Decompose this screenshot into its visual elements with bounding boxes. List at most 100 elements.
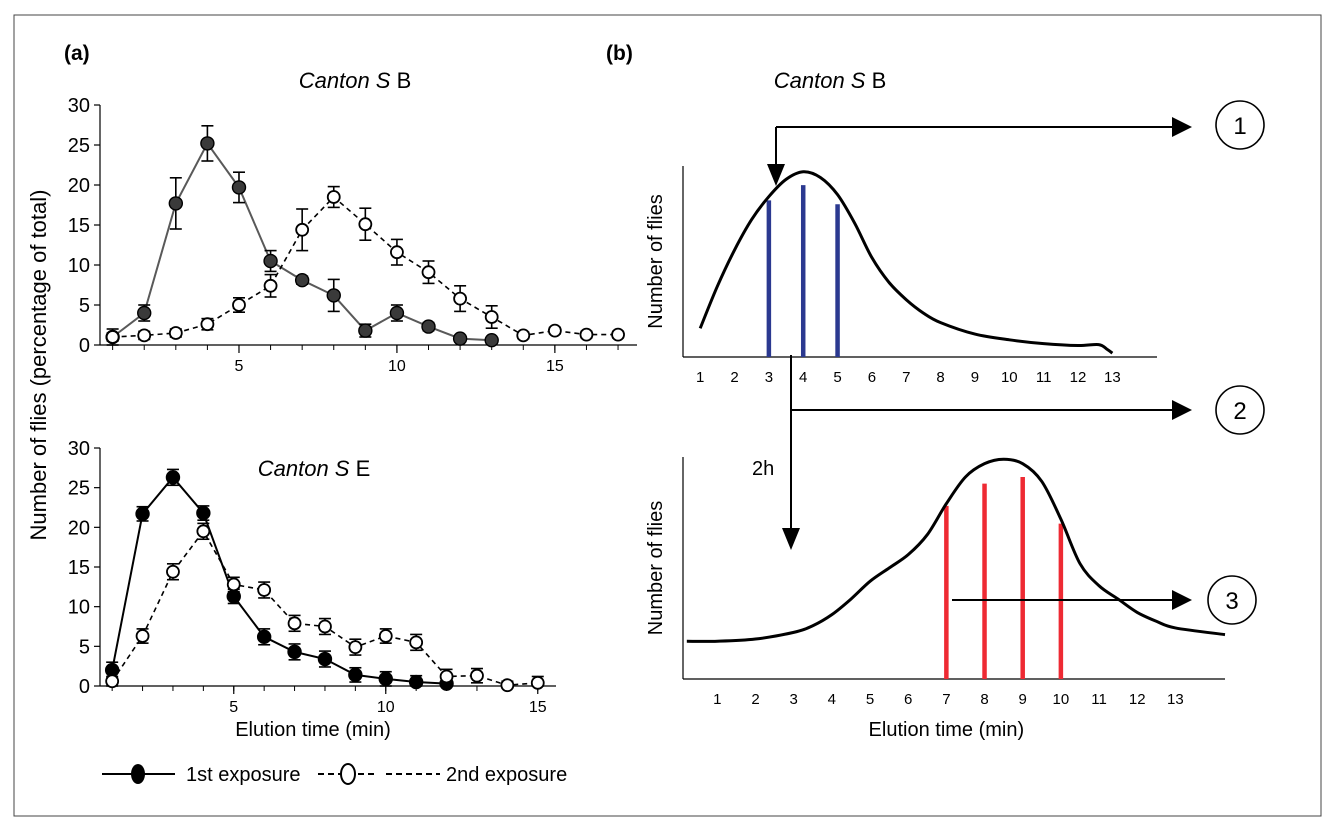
x-tick-label: 4	[799, 369, 807, 386]
panel-b-label: (b)	[606, 42, 633, 65]
circle-3	[1207, 575, 1257, 625]
legend: 1st exposure 2nd exposure	[102, 763, 567, 786]
data-point	[294, 273, 310, 288]
y-tick-label: 10	[68, 597, 90, 619]
x-tick-label: 11	[1036, 369, 1052, 386]
x-tick-label: 15	[546, 358, 564, 375]
distribution-curve	[686, 457, 1226, 643]
data-point	[256, 629, 272, 645]
x-tick-label: 9	[1019, 691, 1027, 708]
y-tick-label: 20	[68, 175, 90, 197]
x-tick-label: 11	[1091, 691, 1107, 708]
data-point	[137, 305, 152, 321]
x-tick-label: 9	[971, 369, 979, 386]
data-point	[317, 651, 333, 667]
x-tick-label: 1	[713, 691, 721, 708]
chart-title-rest: B	[865, 68, 886, 93]
x-tick-label: 6	[868, 369, 876, 386]
x-tick-label: 5	[229, 699, 238, 716]
distribution-curve	[698, 170, 1114, 355]
data-point	[378, 629, 393, 643]
y-tick-label: 5	[79, 636, 90, 658]
x-tick-label: 8	[936, 369, 944, 386]
chart-canton-s-b-a: Canton S B 0 5 10 15 20 25 30 5 10 15	[68, 68, 637, 375]
data-point	[484, 333, 499, 348]
series-line	[112, 195, 619, 338]
circle-1-label: 1	[1233, 113, 1246, 140]
data-point	[318, 619, 332, 634]
data-point	[484, 310, 499, 324]
series-1st-exposure	[105, 125, 499, 348]
data-point	[168, 196, 184, 211]
data-point	[547, 323, 562, 338]
y-axis-label: Number of flies	[645, 501, 667, 636]
arrow-down-top-head	[767, 164, 785, 186]
data-point	[358, 323, 373, 338]
data-point	[358, 217, 373, 232]
x-tick-label: 4	[828, 691, 836, 708]
x-tick-label: 5	[866, 691, 874, 708]
series-2nd-exposure	[105, 522, 545, 693]
data-point	[326, 190, 341, 204]
y-tick-label: 0	[79, 676, 90, 698]
chart-title: Canton S E	[258, 456, 371, 481]
y-tick-label: 5	[79, 295, 90, 317]
y-tick-label: 20	[68, 517, 90, 539]
legend-first-label: 1st exposure	[186, 764, 301, 786]
x-tick-label: 15	[529, 699, 547, 716]
data-point	[232, 298, 246, 312]
data-point	[421, 265, 436, 280]
circle-1	[1215, 100, 1265, 150]
data-point	[452, 331, 468, 346]
data-point	[295, 222, 310, 237]
panel-a-ylabel: Number of flies (percentage of total)	[26, 190, 51, 541]
x-tick-label: 2	[751, 691, 759, 708]
data-point	[390, 245, 404, 260]
y-tick-label: 30	[68, 95, 90, 117]
y-tick-label: 10	[68, 255, 90, 277]
data-point	[500, 678, 515, 693]
data-point	[196, 505, 211, 521]
chart-title-italic: Canton S	[774, 68, 866, 93]
data-point	[200, 136, 215, 151]
x-tick-label: 7	[902, 369, 910, 386]
x-tick-label: 12	[1070, 369, 1087, 386]
chart-title-rest: E	[349, 456, 370, 481]
data-point	[196, 524, 211, 539]
x-tick-label: 1	[696, 369, 704, 386]
x-tick-label: 5	[235, 358, 244, 375]
series-1st-exposure	[104, 468, 454, 691]
x-tick-label: 7	[942, 691, 950, 708]
chart-title-italic: Canton S	[258, 456, 350, 481]
circle-2	[1215, 385, 1265, 435]
data-point	[287, 644, 302, 660]
data-point	[408, 674, 424, 690]
x-tick-label: 5	[833, 369, 841, 386]
data-point	[257, 583, 272, 597]
data-point	[409, 635, 424, 650]
x-tick-label: 13	[1104, 369, 1121, 386]
data-point	[226, 577, 241, 592]
y-tick-label: 25	[68, 478, 90, 500]
x-tick-label: 2	[730, 369, 738, 386]
data-point	[439, 669, 454, 684]
data-point	[348, 640, 363, 655]
y-tick-label: 30	[68, 438, 90, 460]
x-tick-label: 10	[1053, 691, 1070, 708]
chart-title-italic: Canton S	[299, 68, 391, 93]
data-point	[530, 675, 545, 690]
data-point	[231, 180, 247, 195]
data-point	[326, 288, 341, 303]
x-tick-label: 3	[790, 691, 798, 708]
data-point	[168, 326, 183, 340]
chart-title-rest: B	[390, 68, 411, 93]
circle-2-label: 2	[1233, 398, 1246, 425]
data-point	[287, 616, 302, 631]
x-tick-label: 12	[1129, 691, 1146, 708]
data-point	[166, 564, 180, 579]
arrow-1-head	[1172, 117, 1192, 137]
arrow-3-head	[1172, 590, 1192, 610]
chart-canton-s-e: Canton S E 0 5 10 15 20 25 30 5 10 15 Elution time …	[68, 438, 556, 741]
circle-3-label: 3	[1225, 588, 1238, 615]
